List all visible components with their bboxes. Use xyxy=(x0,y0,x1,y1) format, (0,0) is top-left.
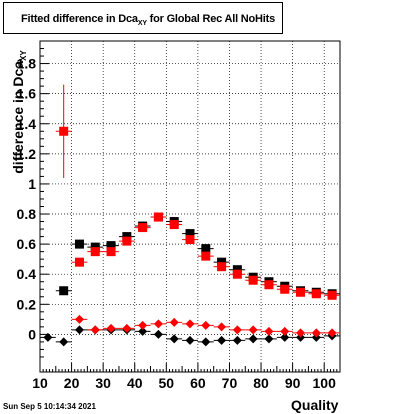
x-tick-label: 40 xyxy=(127,375,143,391)
square-marker xyxy=(327,290,337,300)
x-tick-label: 20 xyxy=(64,375,80,391)
x-tick-label: 70 xyxy=(222,375,238,391)
square-marker xyxy=(90,242,100,252)
square-marker xyxy=(122,236,132,246)
diamond-marker xyxy=(106,323,116,333)
square-marker xyxy=(217,262,227,272)
x-tick-label: 30 xyxy=(95,375,111,391)
diamond-marker xyxy=(138,320,148,330)
title-main: Fitted difference in Dca xyxy=(21,13,138,25)
y-axis-label-sub: XY xyxy=(19,50,28,61)
diamond-marker xyxy=(185,335,195,345)
x-tick-label: 60 xyxy=(190,375,206,391)
diamond-marker xyxy=(43,332,53,342)
chart-title: Fitted difference in DcaXY for Global Re… xyxy=(21,13,275,27)
diamond-marker xyxy=(296,328,306,338)
diamond-marker xyxy=(296,332,306,342)
square-marker xyxy=(122,232,132,242)
x-tick-label: 100 xyxy=(313,375,337,391)
y-tick-label: 1.2 xyxy=(17,146,37,162)
diamond-marker xyxy=(280,332,290,342)
x-axis-label: Quality xyxy=(291,397,339,413)
y-axis-label: difference in DcaXY xyxy=(10,37,28,187)
diamond-marker xyxy=(232,325,242,335)
square-marker xyxy=(201,251,211,261)
diamond-marker xyxy=(248,334,258,344)
diamond-marker xyxy=(264,326,274,336)
title-box: Fitted difference in DcaXY for Global Re… xyxy=(3,2,283,34)
diamond-marker xyxy=(59,337,69,347)
square-marker xyxy=(90,247,100,257)
square-marker xyxy=(106,247,116,257)
diamond-marker xyxy=(280,326,290,336)
y-axis-label-main: difference in Dca xyxy=(10,60,26,174)
axis-ticks: 10 20 30 40 50 60 70 80 90 100 0 0.2 0.4 0.6 0.8 1 1.2 1.… xyxy=(17,40,341,391)
diamond-marker xyxy=(74,325,84,335)
square-marker xyxy=(59,286,69,296)
diamond-marker xyxy=(232,335,242,345)
square-marker xyxy=(280,284,290,294)
square-marker xyxy=(138,223,148,233)
y-tick-label: 0 xyxy=(28,326,36,342)
square-marker xyxy=(169,220,179,230)
x-tick-label: 80 xyxy=(253,375,269,391)
diamond-marker xyxy=(90,325,100,335)
square-marker xyxy=(296,287,306,297)
square-marker xyxy=(248,275,258,285)
timestamp: Sun Sep 5 10:14:34 2021 xyxy=(3,402,96,411)
diamond-marker xyxy=(217,335,227,345)
square-marker xyxy=(185,229,195,239)
y-tick-label: 1.8 xyxy=(17,56,37,72)
diamond-marker xyxy=(248,325,258,335)
title-subscript: XY xyxy=(137,20,147,27)
square-marker xyxy=(217,257,227,267)
diamond-marker xyxy=(217,322,227,332)
y-tick-label: 0.6 xyxy=(17,236,37,252)
diamond-marker xyxy=(311,328,321,338)
x-tick-label: 10 xyxy=(32,375,48,391)
square-marker xyxy=(74,257,84,267)
y-tick-label: 0.2 xyxy=(17,296,37,312)
square-marker xyxy=(59,126,69,136)
square-marker xyxy=(232,265,242,275)
title-rest: for Global Rec All NoHits xyxy=(146,13,276,25)
square-marker xyxy=(106,241,116,251)
diamond-marker xyxy=(185,319,195,329)
y-tick-label: 1.6 xyxy=(17,86,37,102)
square-marker xyxy=(311,289,321,299)
square-marker xyxy=(232,269,242,279)
y-tick-label: 1.4 xyxy=(17,116,37,132)
y-tick-label: 0.4 xyxy=(17,266,37,282)
square-marker xyxy=(264,280,274,290)
y-tick-label: 1 xyxy=(28,176,36,192)
diamond-marker xyxy=(327,328,337,338)
square-marker xyxy=(153,212,163,222)
diamond-marker xyxy=(153,329,163,339)
y-tick-label: 0.8 xyxy=(17,206,37,222)
diamond-marker xyxy=(311,332,321,342)
diamond-marker xyxy=(169,334,179,344)
diamond-marker xyxy=(74,314,84,324)
data-markers xyxy=(40,84,340,347)
square-marker xyxy=(201,244,211,254)
square-marker xyxy=(185,235,195,245)
x-tick-label: 90 xyxy=(285,375,301,391)
diamond-marker xyxy=(153,319,163,329)
diamond-marker xyxy=(201,337,211,347)
square-marker xyxy=(74,239,84,249)
diamond-marker xyxy=(201,320,211,330)
diamond-marker xyxy=(138,326,148,336)
diamond-marker xyxy=(264,334,274,344)
grid-lines xyxy=(39,41,340,372)
x-tick-label: 50 xyxy=(159,375,175,391)
diamond-marker xyxy=(122,323,132,333)
diamond-marker xyxy=(169,317,179,327)
